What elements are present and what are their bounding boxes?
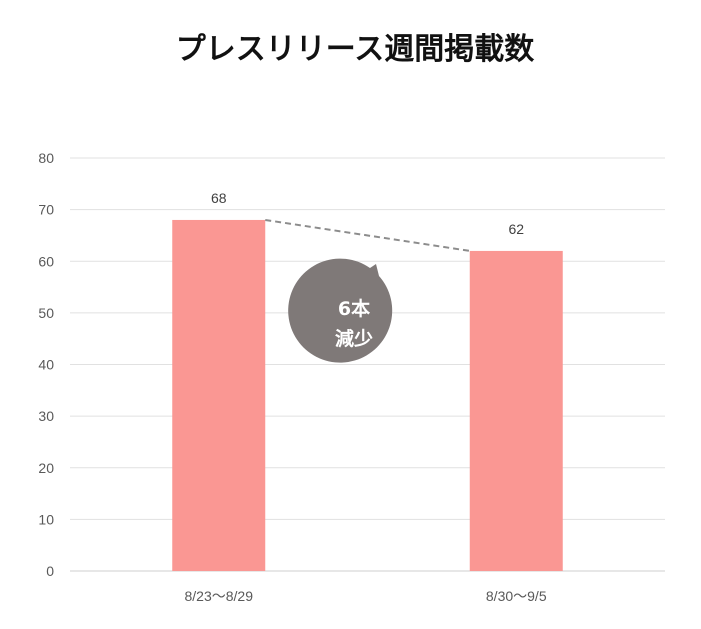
bar bbox=[469, 250, 563, 572]
y-tick-label: 50 bbox=[38, 305, 54, 321]
y-tick-label: 70 bbox=[38, 202, 54, 218]
bar bbox=[172, 219, 266, 571]
x-tick-label: 8/23〜8/29 bbox=[185, 588, 254, 604]
data-label: 62 bbox=[508, 221, 524, 237]
y-tick-label: 0 bbox=[46, 563, 54, 579]
data-label: 68 bbox=[211, 190, 227, 206]
x-tick-label: 8/30〜9/5 bbox=[486, 588, 547, 604]
callout-line2: 減少 bbox=[335, 327, 373, 350]
y-axis: 0 10 20 30 40 50 60 70 80 bbox=[38, 150, 54, 579]
y-tick-label: 20 bbox=[38, 460, 54, 476]
y-tick-label: 80 bbox=[38, 150, 54, 166]
y-tick-label: 40 bbox=[38, 357, 54, 373]
x-axis: 8/23〜8/29 8/30〜9/5 bbox=[185, 588, 547, 604]
data-labels: 68 62 bbox=[211, 190, 524, 237]
trend-line bbox=[265, 218, 470, 252]
change-callout: 6本 減少 bbox=[288, 258, 393, 363]
y-tick-label: 10 bbox=[38, 511, 54, 527]
y-tick-label: 30 bbox=[38, 408, 54, 424]
grid bbox=[70, 157, 665, 572]
callout-bubble bbox=[288, 258, 393, 363]
bars bbox=[172, 219, 563, 572]
y-tick-label: 60 bbox=[38, 253, 54, 269]
chart-title: プレスリリース週間掲載数 bbox=[176, 32, 535, 67]
callout-line1: 6本 bbox=[338, 297, 370, 320]
